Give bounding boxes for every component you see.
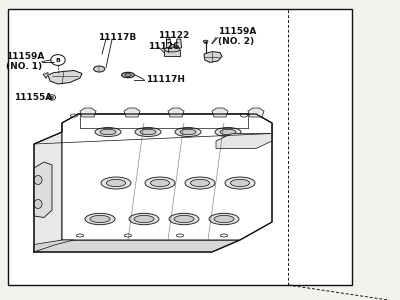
Polygon shape [212,108,228,117]
Ellipse shape [185,177,215,189]
Ellipse shape [129,213,159,225]
Ellipse shape [134,215,154,223]
Polygon shape [48,70,82,84]
Ellipse shape [94,66,105,72]
Ellipse shape [76,234,84,237]
Ellipse shape [215,128,241,136]
Ellipse shape [70,114,78,117]
Ellipse shape [164,47,180,52]
Ellipse shape [150,179,170,187]
Polygon shape [34,162,52,218]
Circle shape [50,96,54,99]
Polygon shape [216,134,272,148]
Polygon shape [34,240,240,252]
Polygon shape [176,39,182,48]
Polygon shape [168,108,184,117]
Ellipse shape [145,177,175,189]
Ellipse shape [135,128,161,136]
Ellipse shape [34,176,42,184]
Ellipse shape [95,128,121,136]
Polygon shape [62,114,272,132]
Ellipse shape [122,72,134,78]
Ellipse shape [220,234,228,237]
Polygon shape [248,108,264,117]
Ellipse shape [190,179,210,187]
Ellipse shape [230,179,250,187]
Ellipse shape [125,74,131,76]
Ellipse shape [203,40,208,43]
Text: 11159A
(NO. 2): 11159A (NO. 2) [218,27,256,46]
Ellipse shape [240,114,248,117]
Text: 11126: 11126 [148,42,179,51]
Ellipse shape [101,177,131,189]
Polygon shape [43,73,48,78]
Ellipse shape [214,215,234,223]
Polygon shape [34,240,74,252]
Ellipse shape [225,177,255,189]
Polygon shape [204,52,222,62]
Ellipse shape [34,200,42,208]
Text: 11122: 11122 [158,32,189,40]
Ellipse shape [209,213,239,225]
Text: 11155A: 11155A [14,93,52,102]
Ellipse shape [106,179,126,187]
Ellipse shape [176,234,184,237]
Text: 11159A
(NO. 1): 11159A (NO. 1) [6,52,44,71]
Text: 11117H: 11117H [146,75,185,84]
Bar [164,50,180,56]
Ellipse shape [100,129,116,135]
Polygon shape [166,39,174,46]
Ellipse shape [174,215,194,223]
Ellipse shape [124,234,132,237]
Text: B: B [56,58,60,62]
Circle shape [51,55,65,65]
Ellipse shape [85,213,115,225]
Ellipse shape [90,215,110,223]
Polygon shape [34,132,62,252]
Polygon shape [124,108,140,117]
Polygon shape [80,108,96,117]
Polygon shape [62,114,272,240]
Ellipse shape [180,129,196,135]
Bar [8,9,352,285]
Ellipse shape [175,128,201,136]
Text: 11117B: 11117B [98,33,136,42]
Ellipse shape [169,213,199,225]
Ellipse shape [140,129,156,135]
Circle shape [48,95,56,100]
Ellipse shape [220,129,236,135]
